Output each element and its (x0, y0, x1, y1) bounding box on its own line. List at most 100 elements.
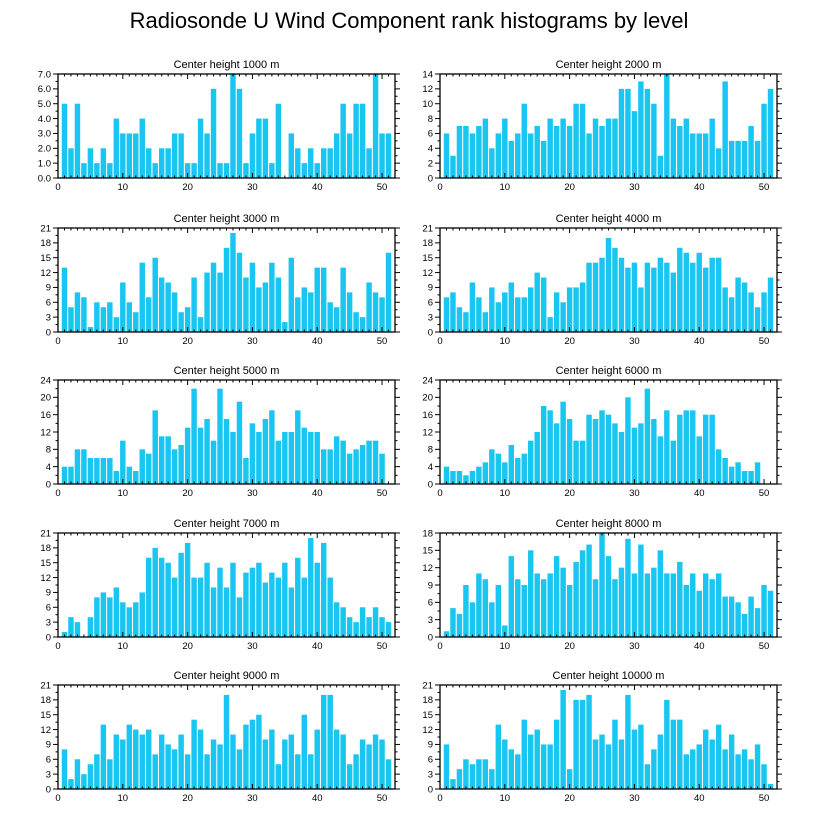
histogram-bar (288, 587, 295, 637)
histogram-bar (709, 414, 715, 484)
histogram-bar (612, 579, 618, 637)
histogram-bar (690, 262, 696, 332)
histogram-bar (139, 449, 145, 484)
histogram-bar (489, 287, 495, 332)
histogram-bar (599, 410, 605, 484)
histogram-bar (599, 126, 605, 178)
histogram-bar (690, 133, 696, 178)
histogram-bar (586, 414, 592, 484)
histogram-bar (696, 744, 702, 789)
y-tick-label: 21 (40, 528, 51, 539)
x-tick-label: 0 (437, 641, 442, 652)
histogram-bar (133, 471, 139, 484)
histogram-bar (210, 262, 217, 332)
histogram-bar (165, 148, 171, 178)
x-tick-label: 20 (182, 641, 193, 652)
histogram-bar (767, 590, 774, 637)
histogram-bar (573, 287, 579, 332)
histogram-bar (476, 466, 482, 484)
x-tick-label: 50 (759, 182, 770, 193)
histogram-bar (748, 292, 754, 332)
histogram-bar (638, 544, 644, 637)
histogram-bar (586, 694, 592, 789)
histogram-bar (618, 257, 625, 332)
histogram-bar (722, 749, 728, 789)
histogram-bar (748, 126, 754, 178)
x-tick-label: 30 (247, 793, 258, 804)
histogram-bar (631, 111, 638, 178)
histogram-bar (68, 779, 74, 789)
histogram-bar (443, 466, 450, 484)
histogram-bar (625, 694, 631, 789)
histogram-bar (638, 81, 644, 178)
histogram-bar (651, 749, 657, 789)
histogram-bar (502, 625, 508, 637)
histogram-bar (443, 631, 450, 637)
histogram-bar (515, 754, 521, 789)
histogram-bar (579, 550, 586, 637)
histogram-bar (236, 252, 243, 332)
histogram-bar (81, 449, 87, 484)
histogram-bar (346, 292, 353, 332)
histogram-bar (748, 471, 754, 484)
x-tick-label: 10 (500, 336, 511, 347)
x-tick-label: 30 (629, 336, 640, 347)
histogram-bar (217, 272, 223, 332)
histogram-bar (359, 739, 366, 789)
x-tick-label: 40 (312, 488, 323, 499)
histogram-bar (340, 267, 346, 332)
histogram-bar (741, 282, 748, 332)
histogram-bar (366, 440, 372, 484)
histogram-bar (340, 607, 346, 637)
histogram-bar (450, 608, 456, 637)
histogram-bar (301, 714, 307, 789)
x-tick-label: 40 (694, 488, 705, 499)
histogram-bar (722, 596, 728, 637)
histogram-bar (677, 247, 683, 332)
histogram-bar (249, 423, 256, 484)
histogram-bar (702, 133, 709, 178)
main-title: Radiosonde U Wind Component rank histogr… (129, 8, 689, 33)
histogram-bar (353, 103, 359, 178)
histogram-bar (566, 585, 573, 637)
histogram-bar (463, 312, 469, 332)
histogram-bar (346, 453, 353, 484)
histogram-bar (515, 579, 521, 637)
histogram-bar (521, 103, 527, 178)
histogram-bar (767, 277, 774, 332)
histogram-bar (696, 252, 702, 332)
histogram-bar (651, 103, 657, 178)
y-tick-label: 14 (422, 69, 433, 80)
histogram-bar (308, 537, 314, 637)
y-tick-label: 20 (422, 393, 433, 404)
histogram-bar (482, 118, 489, 178)
histogram-bar (152, 547, 158, 637)
x-tick-label: 40 (312, 182, 323, 193)
histogram-bar (618, 739, 625, 789)
histogram-bar (709, 579, 715, 637)
x-tick-label: 20 (564, 793, 575, 804)
histogram-bar (715, 573, 722, 637)
y-tick-label: 3 (428, 615, 433, 626)
panel-title: Center height 1000 m (174, 59, 280, 71)
histogram-bar (690, 749, 696, 789)
histogram-bar (456, 613, 463, 637)
y-tick-label: 12 (40, 427, 51, 438)
histogram-bar (81, 297, 87, 332)
histogram-bar (327, 148, 333, 178)
histogram-bar (625, 267, 631, 332)
histogram-bar (664, 699, 670, 789)
x-tick-label: 40 (312, 793, 323, 804)
y-tick-label: 2.0 (38, 144, 51, 155)
histogram-bar (372, 440, 379, 484)
histogram-bar (761, 585, 767, 637)
histogram-bar (87, 617, 94, 637)
histogram-bar (573, 440, 579, 484)
histogram-bar (107, 163, 113, 178)
histogram-bar (320, 694, 327, 789)
histogram-bar (586, 262, 592, 332)
histogram-bar (120, 440, 126, 484)
histogram-bar (262, 739, 269, 789)
histogram-bar (191, 388, 197, 484)
x-tick-label: 40 (694, 793, 705, 804)
